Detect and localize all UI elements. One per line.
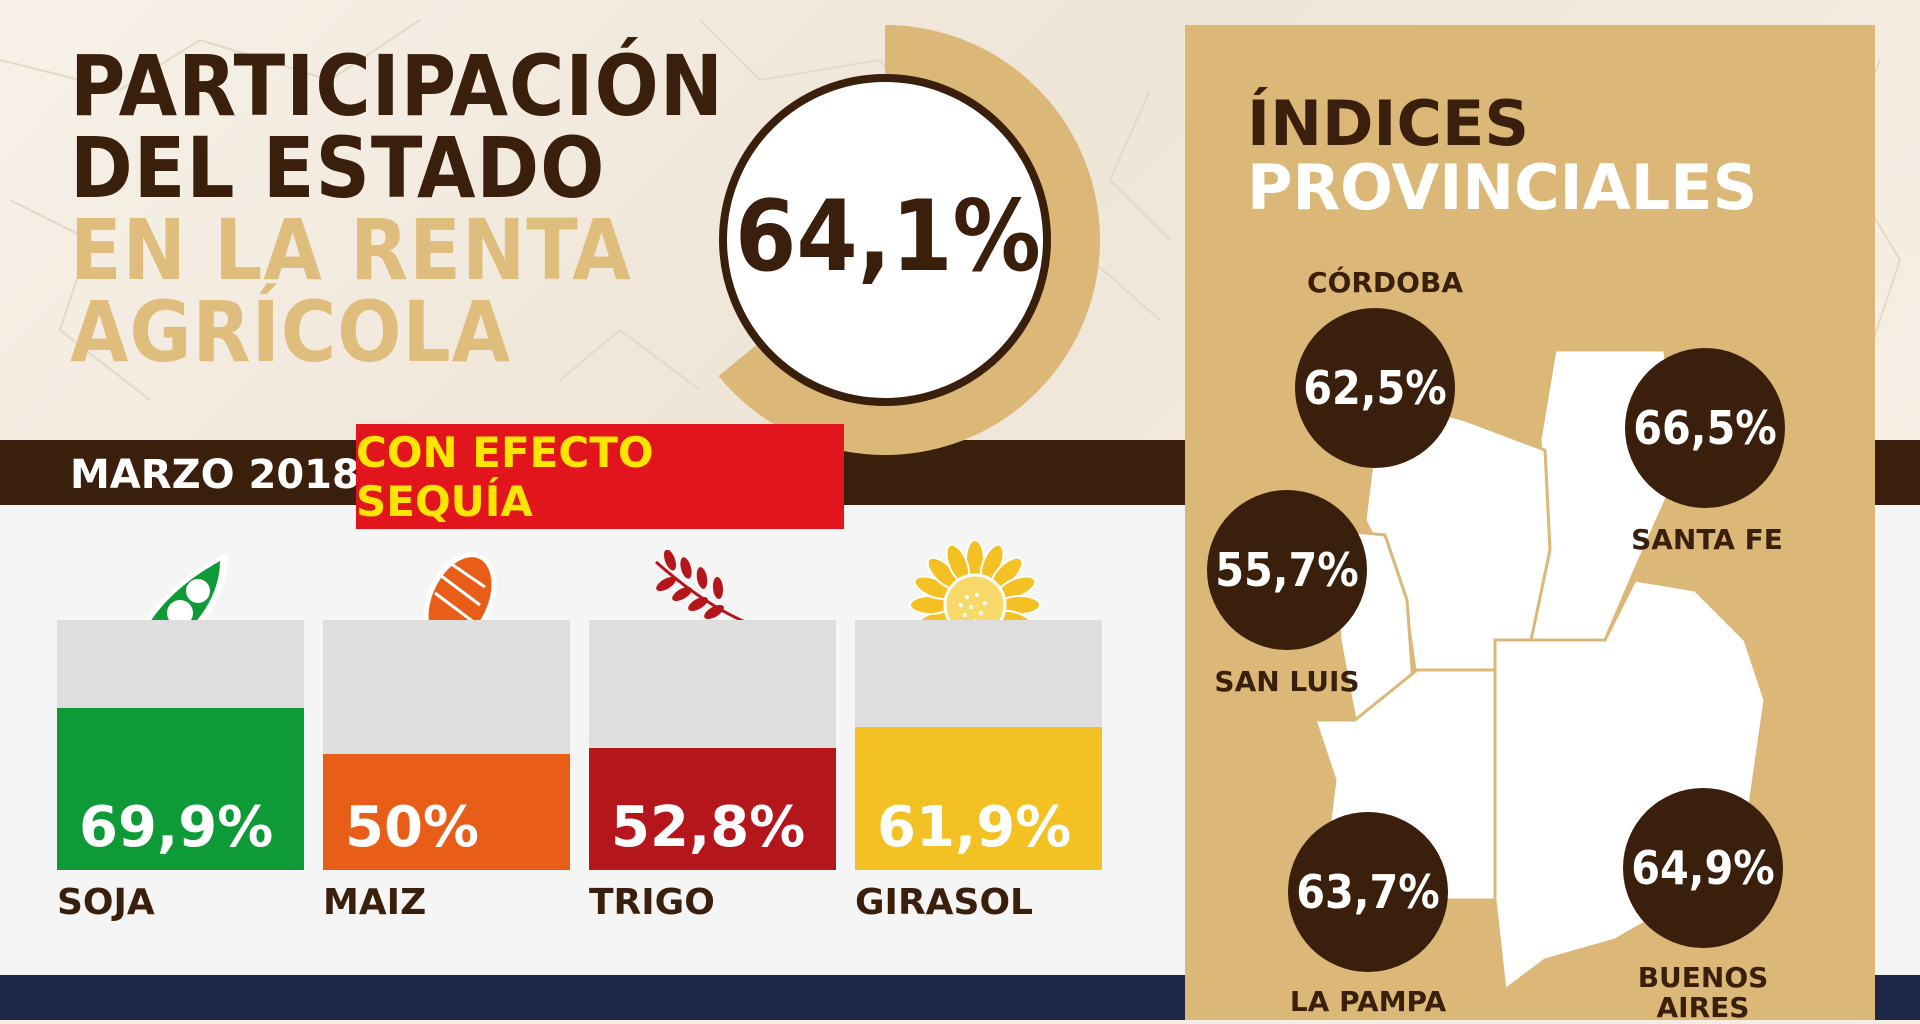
bar-maiz-value: 50% [345,795,480,860]
province-value-buenos-aires: 64,9% [1623,788,1783,948]
bar-trigo: 52,8% [589,620,836,870]
bar-soja-value: 69,9% [79,795,274,860]
wheat-stalk-icon [655,550,775,634]
bar-girasol-value: 61,9% [877,795,1072,860]
bar-girasol-fill [855,726,1102,870]
bar-girasol-label: GIRASOL [855,882,1033,923]
bar-maiz-fill [323,754,570,870]
province-name-san-luis: SAN LUIS [1214,665,1360,698]
bar-soja: 69,9% [57,620,304,870]
bar-trigo-value: 52,8% [611,795,806,860]
panel-title: ÍNDICES PROVINCIALES [1247,92,1757,220]
total-share-value: 64,1% [735,180,1041,294]
bar-maiz-label: MAIZ [323,882,427,923]
province-name-santa-fe: SANTA FE [1631,523,1783,556]
headline-line-2: DEL ESTADO [70,119,606,217]
headline-line-4: AGRÍCOLA [70,283,512,381]
panel-title-line-2: PROVINCIALES [1247,151,1758,224]
province-value-santa-fe: 66,5% [1625,348,1785,508]
province-name-buenos-aires: BUENOS AIRES [1637,961,1769,1024]
bar-trigo-label: TRIGO [589,882,715,923]
panel-title-line-1: ÍNDICES [1247,87,1529,160]
headline-line-3: EN LA RENTA [70,201,632,299]
bar-girasol: 61,9% [855,620,1102,870]
headline-line-1: PARTICIPACIÓN [70,37,724,135]
province-name-la-pampa: LA PAMPA [1289,985,1447,1018]
province-value-cordoba: 62,5% [1295,308,1455,468]
drought-label: CON EFECTO SEQUÍA [356,427,654,526]
province-value-san-luis: 55,7% [1207,490,1367,650]
province-value-la-pampa: 63,7% [1288,812,1448,972]
bar-trigo-fill [589,747,836,870]
drought-badge: CON EFECTO SEQUÍA [356,424,844,529]
headline: PARTICIPACIÓN DEL ESTADO EN LA RENTA AGR… [70,37,724,381]
total-share-circle [719,74,1051,406]
total-share-ring [718,25,1100,456]
bar-soja-fill [57,708,304,870]
date-label: MARZO 2018 [70,452,360,498]
bar-maiz: 50% [323,620,570,870]
province-name-cordoba: CÓRDOBA [1307,266,1463,299]
bar-soja-label: SOJA [57,882,155,923]
